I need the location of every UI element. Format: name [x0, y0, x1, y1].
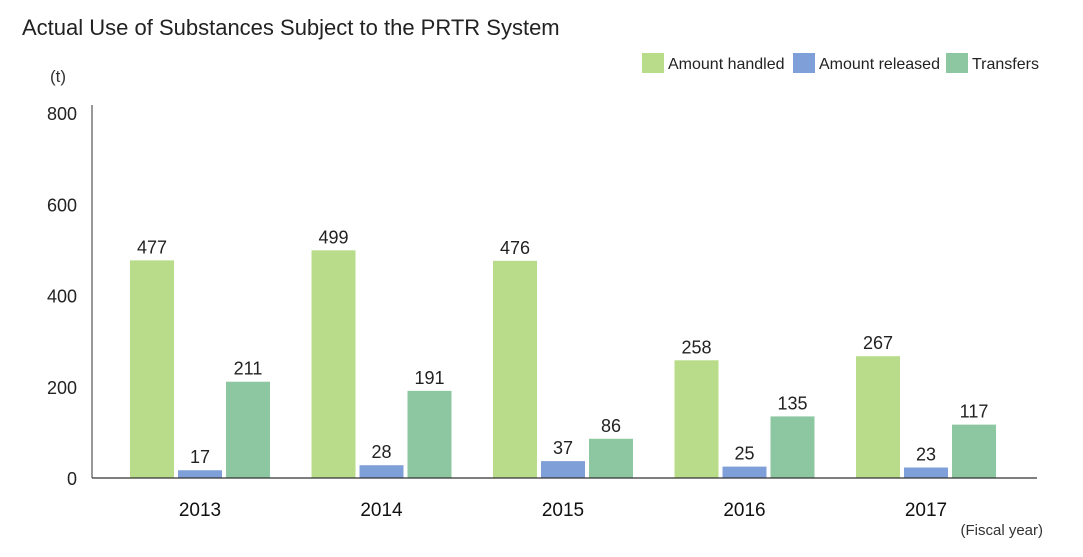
legend-swatch-transfers: [946, 53, 968, 73]
data-label: 476: [500, 238, 530, 258]
data-label: 191: [414, 368, 444, 388]
bar-amount-handled: [311, 250, 356, 478]
x-tick-label: 2015: [542, 500, 584, 521]
x-axis: 2013 2014 2015 2016 2017: [92, 477, 1037, 521]
y-tick-label: 600: [47, 195, 77, 215]
x-tick-label: 2013: [179, 500, 221, 521]
x-tick-label: 2017: [905, 500, 947, 521]
data-label: 211: [234, 359, 263, 379]
bar-transfers: [770, 416, 815, 478]
chart-title: Actual Use of Substances Subject to the …: [22, 15, 560, 40]
bar-amount-handled: [493, 260, 537, 478]
x-tick-label: 2014: [360, 500, 403, 521]
bar-amount-handled: [674, 360, 719, 478]
data-label: 23: [916, 445, 936, 465]
legend-swatch-amount-released: [793, 53, 815, 73]
x-tick-label: 2016: [723, 500, 765, 521]
bar-transfers: [952, 424, 996, 478]
y-tick-label: 400: [47, 287, 77, 307]
legend-label: Transfers: [972, 56, 1039, 73]
data-label: 477: [137, 237, 167, 257]
y-axis: 0 200 400 600 800: [47, 104, 93, 489]
bar-transfers: [407, 390, 452, 478]
data-label: 117: [960, 402, 989, 422]
y-tick-label: 0: [67, 469, 77, 489]
legend-swatch-amount-handled: [642, 53, 664, 73]
bars-group: 477 17 211 499 28 191 476 37 86 258 25 135 267 23 117: [130, 227, 996, 478]
data-label: 37: [553, 438, 573, 458]
data-label: 17: [190, 447, 210, 467]
data-label: 25: [734, 444, 754, 464]
legend: Amount handled Amount released Transfers: [642, 53, 1039, 73]
y-axis-unit: (t): [50, 67, 66, 86]
legend-label: Amount released: [819, 56, 940, 73]
data-label: 258: [681, 337, 711, 357]
legend-label: Amount handled: [668, 56, 785, 73]
bar-amount-released: [359, 465, 404, 478]
bar-transfers: [226, 381, 270, 478]
bar-amount-released: [541, 461, 585, 478]
x-axis-unit: (Fiscal year): [960, 522, 1043, 539]
bar-amount-released: [904, 467, 948, 478]
data-label: 86: [601, 416, 621, 436]
y-tick-label: 200: [47, 378, 77, 398]
data-label: 267: [863, 333, 893, 353]
data-label: 499: [318, 227, 348, 247]
bar-transfers: [589, 438, 633, 478]
bar-amount-released: [178, 470, 222, 478]
bar-amount-released: [722, 466, 767, 478]
data-label: 135: [777, 393, 807, 413]
bar-amount-handled: [856, 356, 900, 478]
y-tick-label: 800: [47, 104, 77, 124]
data-label: 28: [371, 442, 391, 462]
bar-amount-handled: [130, 260, 174, 478]
